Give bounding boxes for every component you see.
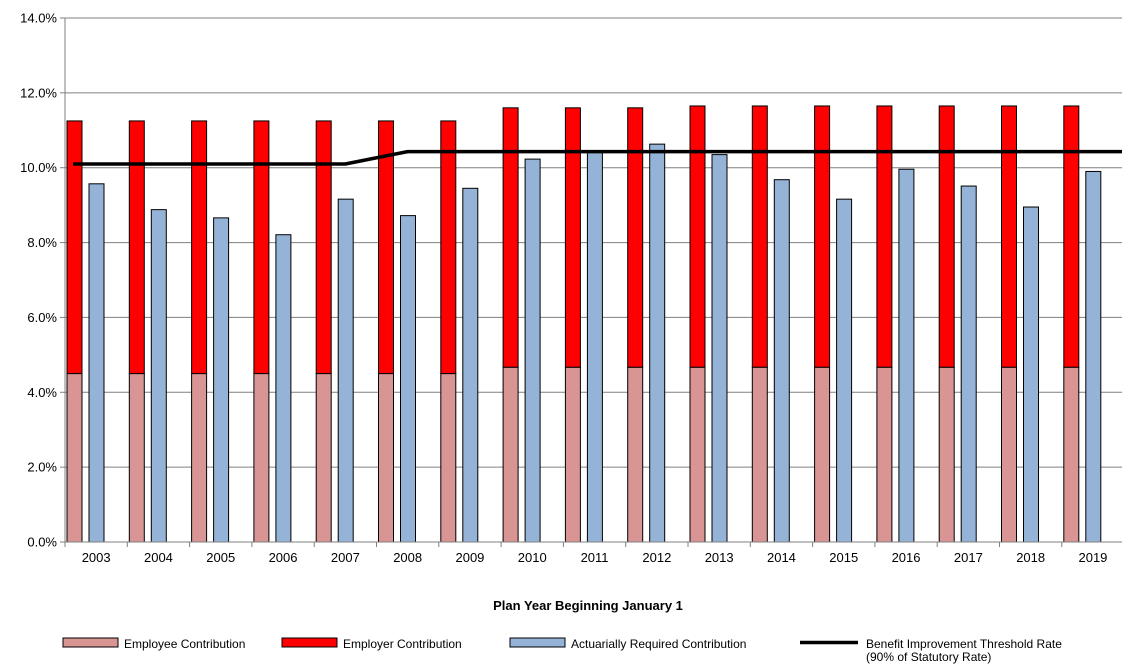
legend-swatch (62, 637, 119, 648)
bar-actuarially-required-contribution (275, 234, 292, 543)
bar-actuarially-required-contribution (586, 151, 603, 543)
bar-employer-contribution (938, 105, 955, 368)
bar-actuarially-required-contribution (1085, 170, 1102, 543)
legend-label: Benefit Improvement Threshold Rate (866, 637, 1062, 651)
bar-employee-contribution (128, 373, 145, 543)
bar-employee-contribution (378, 373, 394, 543)
bar-employee-contribution (814, 366, 831, 543)
x-tick-label: 2012 (642, 550, 671, 565)
bar-employer-contribution (502, 107, 519, 368)
bar-employer-contribution (1063, 105, 1080, 368)
x-tick-label: 2009 (455, 550, 484, 565)
bar-actuarially-required-contribution (400, 215, 416, 543)
bar-employer-contribution (66, 120, 83, 375)
bar-employer-contribution (253, 120, 270, 375)
bar-actuarially-required-contribution (711, 154, 728, 543)
bar-employer-contribution (1001, 105, 1017, 368)
bar-employer-contribution (814, 105, 831, 368)
x-tick-label: 2004 (144, 550, 173, 565)
bar-employer-contribution (627, 107, 644, 368)
y-tick-label: 2.0% (27, 460, 57, 475)
y-tick-label: 10.0% (20, 160, 57, 175)
bar-employer-contribution (751, 105, 768, 368)
bar-employee-contribution (689, 366, 706, 543)
bar-employer-contribution (564, 107, 581, 368)
x-tick-label: 2008 (393, 550, 422, 565)
bar-employer-contribution (876, 105, 893, 368)
legend-swatch (281, 637, 338, 648)
bar-actuarially-required-contribution (88, 183, 105, 543)
bar-employee-contribution (440, 373, 457, 543)
bar-employer-contribution (378, 120, 394, 375)
threshold-line (72, 149, 1122, 166)
bar-employee-contribution (253, 373, 270, 543)
y-axis-ticks: 0.0% 2.0% 4.0% 6.0% 8.0% 10.0% 12.0% 14.0% (20, 11, 65, 550)
bar-employer-contribution (440, 120, 457, 375)
bar-actuarially-required-contribution (462, 187, 479, 543)
y-tick-label: 4.0% (27, 385, 57, 400)
bar-employer-contribution (128, 120, 145, 375)
bar-employee-contribution (1063, 366, 1080, 543)
bar-actuarially-required-contribution (773, 179, 790, 543)
bar-actuarially-required-contribution (1023, 206, 1039, 543)
bar-actuarially-required-contribution (898, 168, 915, 543)
y-tick-label: 8.0% (27, 235, 57, 250)
x-tick-label: 2003 (82, 550, 111, 565)
legend-swatch (509, 637, 566, 648)
bar-actuarially-required-contribution (836, 198, 853, 543)
bar-employee-contribution (1001, 366, 1017, 543)
legend-label: Employee Contribution (124, 637, 245, 651)
x-tick-label: 2014 (767, 550, 796, 565)
bar-employee-contribution (502, 366, 519, 543)
legend-label: Employer Contribution (343, 637, 462, 651)
legend-label-line2: (90% of Statutory Rate) (866, 650, 991, 664)
bar-actuarially-required-contribution (524, 158, 541, 543)
bar-employer-contribution (315, 120, 332, 375)
x-tick-label: 2011 (581, 550, 609, 565)
bar-employee-contribution (315, 373, 332, 543)
bar-employer-contribution (191, 120, 208, 375)
x-tick-label: 2015 (829, 550, 858, 565)
bar-employee-contribution (938, 366, 955, 543)
bar-actuarially-required-contribution (649, 143, 666, 543)
y-tick-label: 6.0% (27, 310, 57, 325)
x-axis-title: Plan Year Beginning January 1 (493, 598, 683, 613)
bar-employee-contribution (627, 366, 644, 543)
bar-employee-contribution (876, 366, 893, 543)
x-tick-label: 2018 (1016, 550, 1045, 565)
x-tick-label: 2019 (1078, 550, 1107, 565)
bar-actuarially-required-contribution (150, 209, 167, 543)
x-tick-label: 2007 (331, 550, 360, 565)
legend-label: Actuarially Required Contribution (571, 637, 746, 651)
x-tick-label: 2016 (892, 550, 921, 565)
x-axis-ticks: 2003 2004 2005 2006 2007 2008 2009 2010 2011 2012… (64, 542, 1107, 565)
legend: Employee Contribution Employer Contributi… (62, 637, 1062, 664)
threshold-line-path (72, 149, 1122, 166)
y-tick-label: 14.0% (20, 11, 57, 26)
bars (66, 105, 1102, 543)
y-tick-label: 12.0% (20, 85, 57, 100)
x-tick-label: 2010 (518, 550, 547, 565)
bar-actuarially-required-contribution (337, 198, 354, 543)
axes (64, 18, 1122, 543)
x-tick-label: 2017 (954, 550, 983, 565)
x-tick-label: 2006 (269, 550, 298, 565)
bar-employee-contribution (66, 373, 83, 543)
y-tick-label: 0.0% (27, 535, 57, 550)
bar-employee-contribution (564, 366, 581, 543)
x-tick-label: 2005 (206, 550, 235, 565)
bar-employee-contribution (751, 366, 768, 543)
x-tick-label: 2013 (705, 550, 734, 565)
bar-employee-contribution (191, 373, 208, 543)
bar-actuarially-required-contribution (213, 217, 230, 543)
bar-actuarially-required-contribution (960, 185, 977, 543)
bar-employer-contribution (689, 105, 706, 368)
